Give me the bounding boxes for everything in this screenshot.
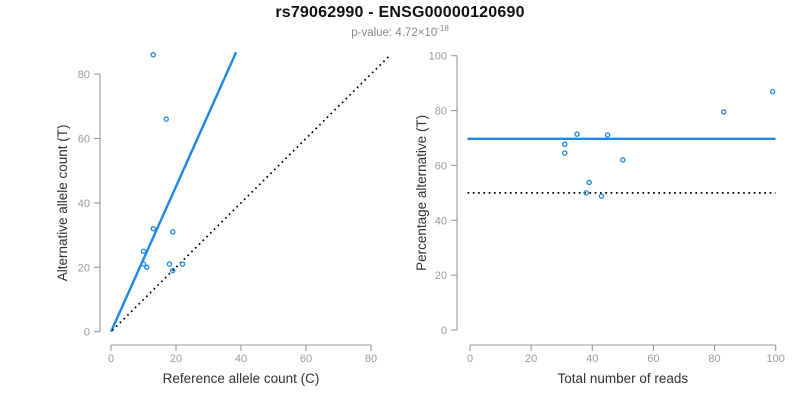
x-tick-label: 40 xyxy=(586,353,598,365)
y-axis-title: Alternative allele count (T) xyxy=(55,124,70,281)
pvalue-exponent: -18 xyxy=(437,24,449,33)
data-point xyxy=(169,267,176,274)
y-tick-label: 80 xyxy=(78,69,90,81)
data-point xyxy=(179,261,186,267)
data-point xyxy=(598,193,605,199)
y-tick-label: 0 xyxy=(441,325,447,337)
figure-subtitle: p-value: 4.72×10-18 xyxy=(0,24,800,39)
data-point xyxy=(140,248,147,254)
data-point xyxy=(166,261,173,267)
x-tick-label: 60 xyxy=(647,353,659,365)
y-tick-label: 100 xyxy=(429,51,447,63)
x-tick-label: 80 xyxy=(708,353,720,365)
data-point xyxy=(169,229,176,235)
pvalue-text: p-value: 4.72×10 xyxy=(351,26,438,39)
y-tick-label: 60 xyxy=(435,160,447,172)
x-tick-label: 0 xyxy=(467,353,473,365)
data-point xyxy=(140,261,147,267)
y-tick-label: 80 xyxy=(435,106,447,118)
data-point xyxy=(620,157,626,163)
data-point xyxy=(562,150,568,156)
data-point xyxy=(163,116,169,122)
y-tick-label: 0 xyxy=(84,327,90,339)
x-axis-title: Total number of reads xyxy=(558,371,689,386)
y-tick-label: 40 xyxy=(435,215,447,227)
x-tick-label: 100 xyxy=(767,353,785,365)
x-axis-title: Reference allele count (C) xyxy=(163,371,320,386)
y-tick-label: 20 xyxy=(435,270,447,282)
y-tick-label: 40 xyxy=(78,198,90,210)
x-tick-label: 60 xyxy=(300,353,312,365)
identity-line xyxy=(111,55,390,332)
data-point xyxy=(583,190,589,196)
x-tick-label: 20 xyxy=(525,353,537,365)
data-point xyxy=(604,132,611,138)
y-axis-title: Percentage alternative (T) xyxy=(414,115,429,271)
y-tick-label: 60 xyxy=(78,134,90,146)
data-point xyxy=(720,109,727,115)
data-point xyxy=(574,131,580,137)
x-tick-label: 80 xyxy=(365,353,377,365)
data-point xyxy=(150,225,156,232)
data-point xyxy=(586,179,592,186)
data-point xyxy=(769,88,776,95)
data-point xyxy=(562,141,568,148)
x-tick-label: 0 xyxy=(108,353,114,365)
plot-panel-right: 0 20 40 60 80 100 0 20 40 60 80 100 Total number of … xyxy=(414,51,785,386)
plot-panel-left: 0 20 40 60 80 0 20 40 60 80 Reference allele count… xyxy=(55,51,390,386)
data-point xyxy=(150,52,156,58)
y-tick-label: 20 xyxy=(78,262,90,274)
x-tick-label: 20 xyxy=(170,353,182,365)
regression-line xyxy=(109,51,238,333)
figure-title: rs79062990 - ENSG00000120690 xyxy=(275,4,525,21)
x-tick-label: 40 xyxy=(235,353,247,365)
data-point xyxy=(143,264,150,271)
